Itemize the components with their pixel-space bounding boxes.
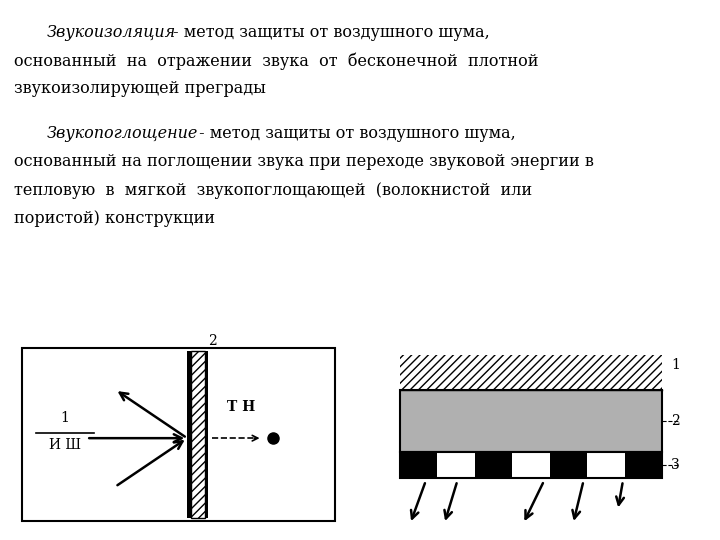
- Bar: [400, 452, 437, 478]
- Text: пористой) конструкции: пористой) конструкции: [14, 210, 215, 227]
- Text: - метод защиты от воздушного шума,: - метод защиты от воздушного шума,: [168, 24, 490, 41]
- Bar: [400, 390, 662, 452]
- Text: 2: 2: [671, 414, 680, 428]
- Text: звукоизолирующей преграды: звукоизолирующей преграды: [14, 80, 266, 97]
- Text: 3: 3: [671, 458, 680, 472]
- Bar: [625, 452, 662, 478]
- Text: 2: 2: [208, 334, 217, 348]
- Bar: [22, 348, 335, 521]
- Text: 1: 1: [60, 410, 69, 424]
- Bar: [187, 351, 191, 518]
- Text: основанный  на  отражении  звука  от  бесконечной  плотной: основанный на отражении звука от бесконе…: [14, 52, 539, 70]
- Bar: [191, 351, 204, 518]
- Text: - метод защиты от воздушного шума,: - метод защиты от воздушного шума,: [194, 125, 516, 143]
- Text: 1: 1: [671, 359, 680, 372]
- Text: Т Н: Т Н: [227, 400, 255, 414]
- Text: основанный на поглощении звука при переходе звуковой энергии в: основанный на поглощении звука при перех…: [14, 153, 594, 171]
- Bar: [400, 452, 662, 478]
- Text: Звукоизоляция: Звукоизоляция: [47, 24, 176, 41]
- Bar: [437, 452, 474, 478]
- Bar: [204, 351, 207, 518]
- Bar: [400, 355, 662, 390]
- Bar: [588, 452, 625, 478]
- Text: тепловую  в  мягкой  звукопоглощающей  (волокнистой  или: тепловую в мягкой звукопоглощающей (воло…: [14, 181, 533, 199]
- Bar: [474, 452, 512, 478]
- Text: Звукопоглощение: Звукопоглощение: [47, 125, 198, 143]
- Bar: [550, 452, 588, 478]
- Bar: [512, 452, 550, 478]
- Text: И Ш: И Ш: [49, 438, 81, 452]
